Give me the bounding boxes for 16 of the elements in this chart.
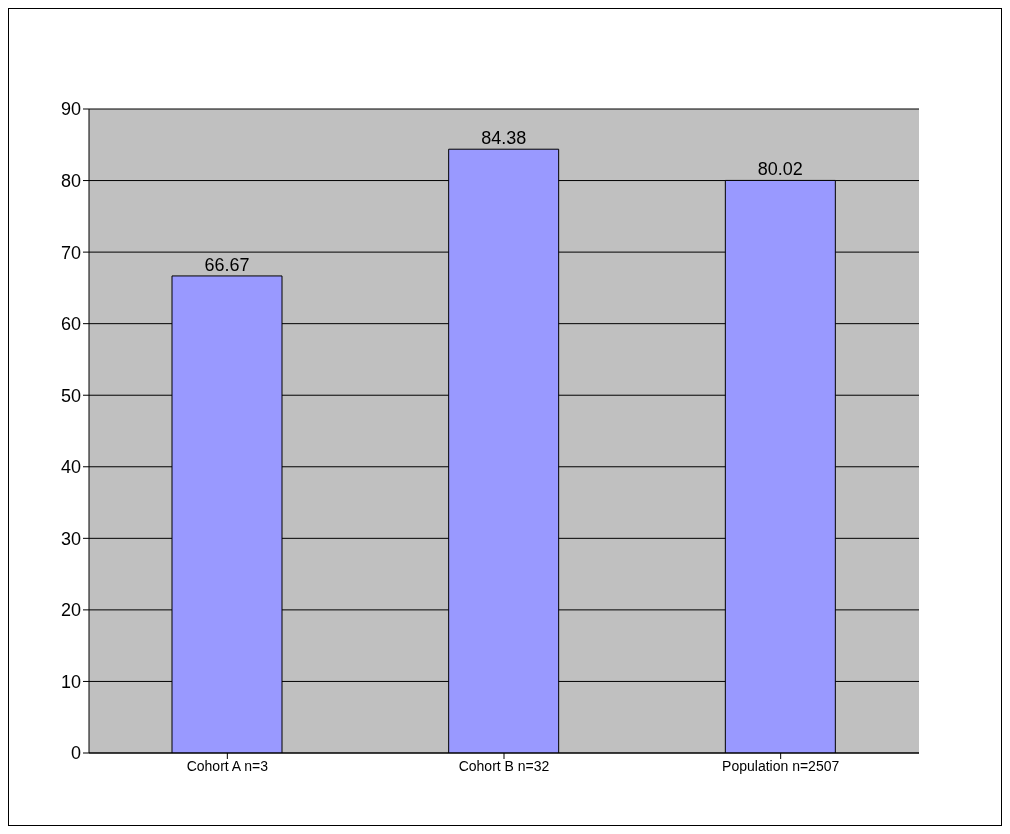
y-tick-label: 60: [60, 314, 81, 335]
data-label: 66.67: [204, 254, 250, 275]
y-tick-label: 20: [60, 600, 81, 621]
y-tick-label: 90: [60, 99, 81, 120]
y-tick-label: 40: [60, 457, 81, 478]
x-tick-label: Population n=2507: [722, 757, 840, 774]
y-tick-label: 10: [60, 671, 81, 692]
x-tick-label: Cohort A n=3: [186, 757, 269, 774]
y-tick-label: 30: [60, 528, 81, 549]
data-label: 80.02: [757, 159, 803, 180]
y-tick-label: 80: [60, 170, 81, 191]
y-tick-label: 0: [70, 743, 81, 764]
y-tick-label: 50: [60, 385, 81, 406]
data-label: 84.38: [481, 128, 527, 149]
y-tick-label: 70: [60, 242, 81, 263]
x-tick-label: Cohort B n=32: [458, 757, 550, 774]
